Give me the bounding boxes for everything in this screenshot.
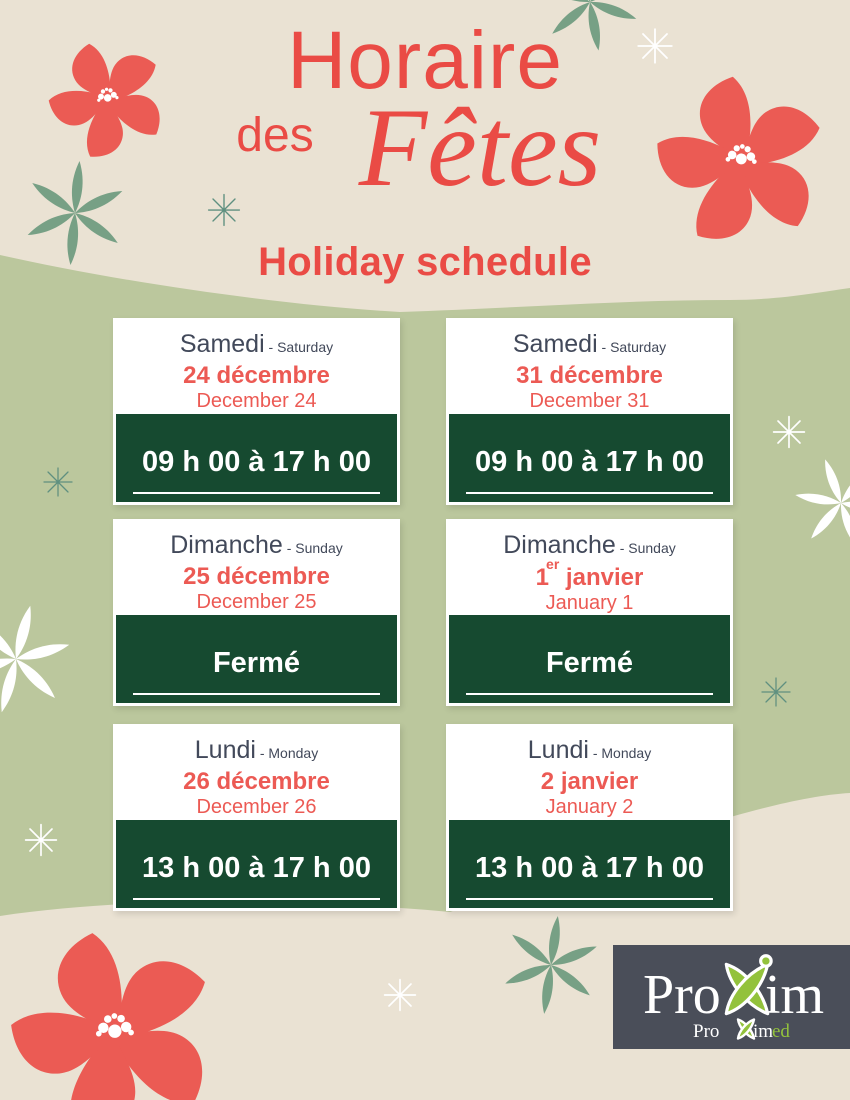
svg-text:Pro: Pro [643, 964, 721, 1026]
svg-text:im: im [765, 964, 824, 1026]
svg-text:ed: ed [772, 1021, 790, 1042]
svg-text:im: im [753, 1021, 773, 1042]
svg-text:Pro: Pro [693, 1021, 719, 1042]
